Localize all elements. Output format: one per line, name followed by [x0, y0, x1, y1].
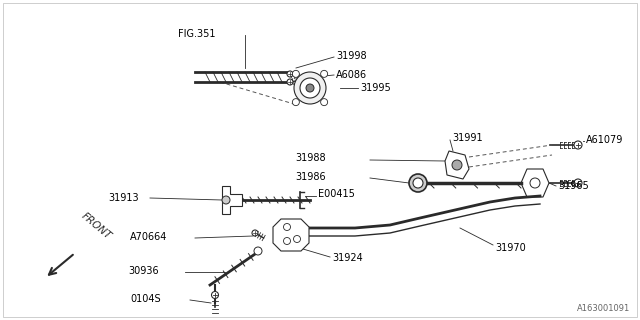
Text: 31970: 31970 — [495, 243, 525, 253]
Text: A6086: A6086 — [336, 70, 367, 80]
Circle shape — [211, 292, 218, 299]
Text: 31986: 31986 — [295, 172, 326, 182]
Circle shape — [321, 70, 328, 77]
Text: A163001091: A163001091 — [577, 304, 630, 313]
Circle shape — [300, 78, 320, 98]
Polygon shape — [445, 151, 469, 179]
Circle shape — [284, 237, 291, 244]
Polygon shape — [273, 219, 309, 251]
Circle shape — [409, 174, 427, 192]
Text: A61079: A61079 — [586, 135, 623, 145]
Text: FRONT: FRONT — [79, 211, 113, 241]
Text: 31913: 31913 — [108, 193, 139, 203]
Circle shape — [254, 247, 262, 255]
Circle shape — [284, 223, 291, 230]
Text: FIG.351: FIG.351 — [178, 29, 216, 39]
Circle shape — [306, 84, 314, 92]
Circle shape — [292, 99, 300, 106]
Polygon shape — [521, 169, 549, 197]
Text: 31995: 31995 — [360, 83, 391, 93]
Text: 31965: 31965 — [558, 181, 589, 191]
Text: 0104S: 0104S — [130, 294, 161, 304]
Circle shape — [574, 141, 582, 149]
FancyBboxPatch shape — [3, 3, 637, 317]
Circle shape — [222, 196, 230, 204]
Text: A70664: A70664 — [130, 232, 168, 242]
Text: 30936: 30936 — [128, 266, 159, 276]
Circle shape — [287, 71, 293, 77]
Circle shape — [530, 178, 540, 188]
Text: 31988: 31988 — [295, 153, 326, 163]
Text: 31924: 31924 — [332, 253, 363, 263]
Text: E00415: E00415 — [318, 189, 355, 199]
Circle shape — [294, 72, 326, 104]
Circle shape — [321, 99, 328, 106]
Circle shape — [294, 236, 301, 243]
Circle shape — [574, 179, 582, 187]
Polygon shape — [222, 186, 242, 214]
Circle shape — [452, 160, 462, 170]
Circle shape — [287, 79, 293, 85]
Circle shape — [252, 230, 258, 236]
Text: 31998: 31998 — [336, 51, 367, 61]
Text: 31991: 31991 — [452, 133, 483, 143]
Circle shape — [413, 178, 423, 188]
Circle shape — [292, 70, 300, 77]
